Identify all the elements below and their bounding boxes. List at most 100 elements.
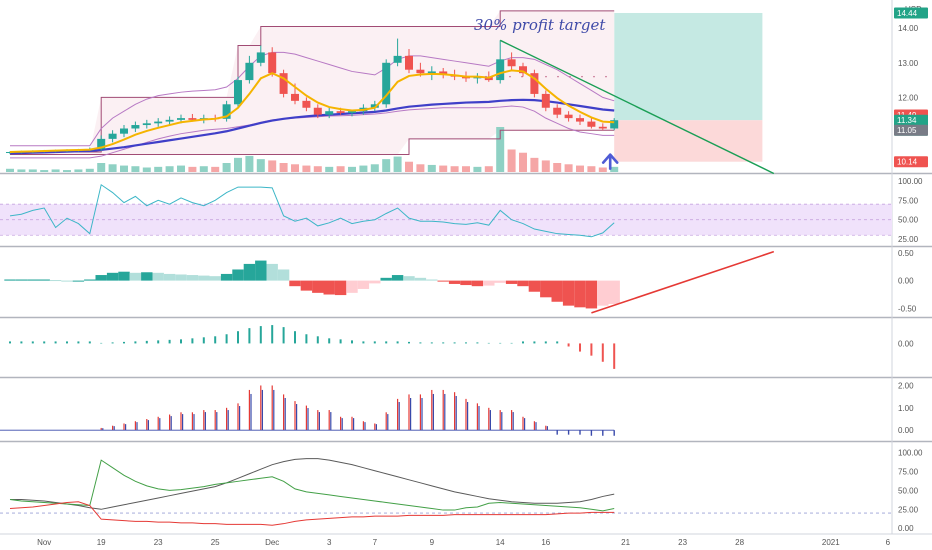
adx-series-line [9,501,615,526]
adx-tick-label: 75.00 [898,467,919,476]
macd-histogram-bar [118,271,130,281]
price-tag-label: 14.44 [897,9,918,18]
macd-histogram-bar [4,279,16,281]
macd-histogram-bar [574,280,586,308]
candle-body [336,111,345,113]
macd-histogram-bar [426,279,438,281]
candle-body [610,120,619,129]
volume-bar [450,166,459,172]
volume-bar [199,166,208,172]
candle-body [393,55,402,63]
volume-bar [359,165,368,172]
slow-ma-line [9,98,615,155]
time-tick-label: 23 [154,538,163,547]
macd-histogram-bar [72,280,85,282]
candle-body [142,123,151,126]
price-trendline [499,39,775,175]
volume-bar [553,163,562,172]
macd-histogram-bar [232,269,244,281]
candle-body [6,152,14,154]
macd-histogram-bar [517,280,529,287]
oscillator-tick-label: 2.00 [898,381,914,390]
volume-bar [484,166,493,172]
macd-histogram-bar [15,279,28,281]
macd-histogram-bar [597,280,609,306]
rsi-tick-label: 50.00 [898,216,919,225]
macd-histogram-bar [460,280,472,286]
fast-ema-line [9,69,615,154]
volume-bar [462,166,470,172]
candle-body [291,93,299,101]
volume-bar [85,168,94,172]
volume-bar [63,170,71,172]
macd-histogram-bar [357,280,370,289]
macd-histogram-bar [448,280,461,284]
volume-bar [268,160,277,172]
macd-histogram-bar [346,280,358,293]
level-dot [545,75,547,78]
price-tag-label: 11.05 [897,126,917,135]
rsi-line [9,183,615,238]
volume-bar [154,166,163,172]
macd-histogram-bar [300,280,313,291]
volume-bar [473,166,482,172]
adx-tick-label: 50.00 [898,486,919,495]
time-tick-label: 14 [496,538,505,547]
volume-bar [405,161,413,172]
price-tag-label: 11.34 [897,116,917,125]
rsi-tick-label: 100.00 [898,177,923,186]
volume-bar [576,165,584,172]
profit-zone [614,12,763,121]
volume-bar [348,166,356,172]
macd-histogram-bar [369,280,381,284]
macd-trendline [591,250,775,314]
volume-bar [302,165,311,172]
price-tag [894,7,928,19]
macd-histogram-bar [380,277,392,281]
candle-body [108,133,117,139]
candle-body [188,118,197,120]
volume-bar [211,166,220,172]
candle-body [530,73,539,94]
candle-body [370,104,379,108]
candle-body [416,69,425,74]
candle-body [507,59,516,67]
volume-bar [40,170,49,172]
adx-series-line [10,458,615,510]
macd-histogram-bar [38,279,50,281]
macd-histogram-bar [312,280,324,293]
adx-series-line [9,459,615,512]
price-tick-label: 13.00 [898,59,919,68]
volume-bar [74,169,83,172]
candle-body [222,104,231,119]
adx-tick-label: 25.00 [898,505,919,514]
macd-histogram-bar [220,273,233,281]
candle-body [245,62,254,81]
price-tag [894,114,928,126]
volume-bar [131,166,140,172]
macd-histogram-bar [403,276,415,281]
macd-histogram-bar [277,269,290,281]
candle-body [177,118,185,120]
channel-lower-line [10,129,615,155]
volume-bar [610,166,619,172]
oscillator-tick-label: 0.00 [898,426,914,435]
candle-body [165,119,174,122]
candle-body [313,107,322,115]
volume-bar [17,169,26,172]
macd-tick-label: 0.50 [898,249,914,258]
volume-bar [439,165,448,172]
macd-histogram-bar [84,279,96,281]
loss-zone [614,120,763,162]
volume-bar [416,164,425,172]
macd-histogram-bar [551,280,563,302]
volume-bar [256,159,265,172]
volume-bar [336,166,345,172]
macd-histogram-bar [95,275,107,281]
candle-body [154,121,163,124]
level-dot [509,75,511,78]
candle-body [268,52,277,74]
macd-histogram-bar [266,263,278,281]
macd-histogram-bar [175,274,187,281]
